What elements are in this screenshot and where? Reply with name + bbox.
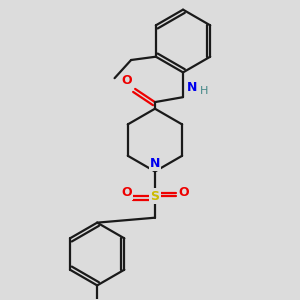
Text: N: N — [187, 81, 197, 94]
Text: O: O — [178, 186, 189, 199]
Text: N: N — [150, 157, 160, 170]
Text: S: S — [151, 190, 160, 203]
Text: O: O — [121, 186, 132, 199]
Text: H: H — [200, 86, 208, 96]
Text: O: O — [122, 74, 133, 87]
